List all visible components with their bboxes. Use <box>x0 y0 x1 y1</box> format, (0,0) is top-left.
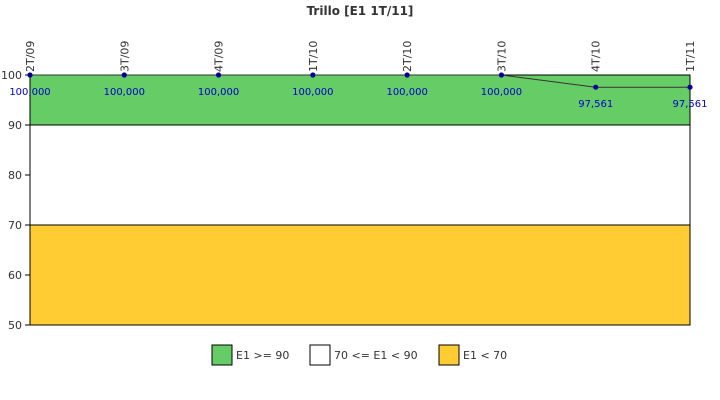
y-tick-label: 90 <box>8 119 22 132</box>
legend-swatch <box>211 344 233 366</box>
y-tick-label: 60 <box>8 269 22 282</box>
data-label: 100,000 <box>9 87 50 98</box>
data-label: 100,000 <box>104 87 145 98</box>
x-tick-label: 4T/10 <box>590 41 603 72</box>
legend-label: E1 < 70 <box>463 349 507 362</box>
data-point <box>215 72 222 78</box>
x-tick-label: 2T/10 <box>401 41 414 72</box>
y-axis: 50 60 70 80 90 100 <box>1 69 690 332</box>
y-tick-label: 70 <box>8 219 22 232</box>
band-0 <box>29 74 691 126</box>
chart-title: Trillo [E1 1T/11] <box>307 4 414 18</box>
legend-label: 70 <= E1 < 90 <box>334 349 418 362</box>
y-tick-label: 50 <box>8 319 22 332</box>
data-label: 100,000 <box>292 87 333 98</box>
data-label: 97,561 <box>673 99 708 110</box>
legend-swatch <box>438 344 460 366</box>
legend-swatch <box>309 344 331 366</box>
data-label: 97,561 <box>578 99 613 110</box>
legend: E1 >= 90 70 <= E1 < 90 E1 < 70 <box>211 344 507 366</box>
series-line: 100,000 100,000 100,000 100,000 100,000 100,0… <box>9 72 708 110</box>
data-label: 100,000 <box>198 87 239 98</box>
x-tick-label: 1T/10 <box>307 41 320 72</box>
x-tick-label: 3T/09 <box>118 41 131 72</box>
data-point <box>687 84 693 90</box>
data-point <box>498 72 505 78</box>
legend-label: E1 >= 90 <box>236 349 289 362</box>
data-point <box>404 72 410 78</box>
band-1 <box>29 124 691 226</box>
data-point <box>121 72 127 78</box>
data-point <box>593 84 599 90</box>
grid-lines <box>25 74 30 326</box>
x-tick-label: 3T/10 <box>495 41 508 72</box>
x-tick-label: 2T/09 <box>24 41 37 72</box>
x-axis: 2T/09 3T/09 4T/09 1T/10 2T/10 3T/10 4T/10 1T/11 <box>24 41 697 72</box>
x-tick-label: 1T/11 <box>684 41 697 72</box>
y-tick-label: 100 <box>1 69 22 82</box>
data-point <box>310 72 316 78</box>
data-label: 100,000 <box>481 87 522 98</box>
data-label: 100,000 <box>386 87 427 98</box>
band-2 <box>29 224 691 326</box>
series-path <box>30 74 690 88</box>
threshold-bands <box>29 74 691 326</box>
x-tick-label: 4T/09 <box>213 41 226 72</box>
y-tick-label: 80 <box>8 169 22 182</box>
data-point <box>27 72 33 78</box>
